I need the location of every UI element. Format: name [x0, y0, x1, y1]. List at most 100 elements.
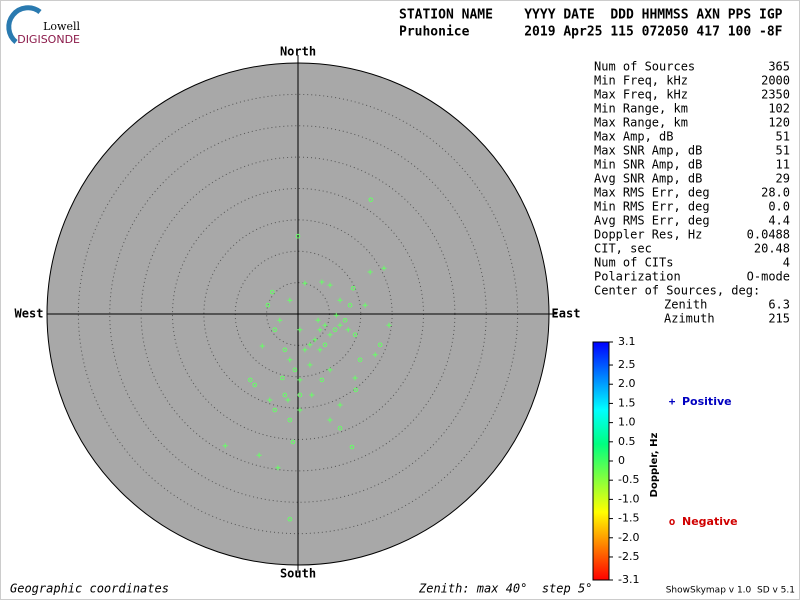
colorbar-tick-label: 1.5	[618, 396, 636, 409]
source-point	[319, 279, 325, 285]
stat-value: 51	[776, 144, 790, 158]
center-title: Center of Sources, deg:	[594, 284, 760, 298]
source-point	[277, 317, 283, 323]
stat-value: 102	[768, 102, 790, 116]
source-point	[287, 417, 293, 423]
source-point	[322, 342, 328, 348]
source-point	[357, 357, 363, 363]
stat-label: Max Amp, dB	[594, 130, 673, 144]
stat-label: Max Range, km	[594, 116, 688, 130]
source-point	[327, 417, 333, 423]
stat-value: 20.48	[754, 242, 790, 256]
legend-label: Positive	[682, 395, 732, 408]
source-point	[327, 367, 333, 373]
logo-arc	[6, 5, 42, 44]
stat-label: Num of CITs	[594, 256, 673, 270]
source-point	[342, 317, 348, 323]
source-point	[287, 297, 293, 303]
stat-value: 120	[768, 116, 790, 130]
source-point	[269, 289, 275, 295]
source-point	[267, 397, 273, 403]
stat-value: 28.0	[761, 186, 790, 200]
logo-bottom: DIGISONDE	[17, 33, 80, 46]
colorbar-tick-label: -1.5	[618, 512, 639, 525]
source-point	[312, 337, 318, 343]
colorbar-tick-label: -3.1	[618, 573, 639, 586]
north-label: North	[280, 45, 316, 59]
source-point	[315, 317, 321, 323]
source-point	[302, 280, 308, 286]
stat-label: Avg RMS Err, deg	[594, 214, 710, 228]
source-point	[275, 465, 281, 471]
colorbar	[592, 341, 610, 581]
colorbar-tick-label: 2.5	[618, 358, 636, 371]
stat-label: Max RMS Err, deg	[594, 186, 710, 200]
source-point	[337, 425, 343, 431]
south-label: South	[280, 567, 316, 581]
source-point	[352, 332, 358, 338]
source-point	[259, 343, 265, 349]
stat-label: CIT, sec	[594, 242, 652, 256]
stat-label: Min Freq, kHz	[594, 74, 688, 88]
colorbar-tick-label: -1.0	[618, 492, 639, 505]
stat-label: Max SNR Amp, dB	[594, 144, 702, 158]
stat-value: 51	[776, 130, 790, 144]
stat-label: Num of Sources	[594, 60, 695, 74]
stat-value: 365	[768, 60, 790, 74]
source-point	[347, 302, 353, 308]
source-point	[280, 375, 285, 381]
source-point	[297, 392, 303, 398]
source-point	[381, 265, 387, 271]
center-label: Azimuth	[664, 312, 715, 326]
source-point	[372, 352, 378, 358]
source-point	[349, 444, 355, 450]
legend-marker: +	[669, 395, 676, 408]
stat-label: Polarization	[594, 270, 681, 284]
stat-value: 2350	[761, 88, 790, 102]
colorbar-label: Doppler, Hz	[649, 433, 660, 498]
source-point	[333, 312, 339, 318]
source-point	[256, 452, 262, 458]
stat-label: Max Freq, kHz	[594, 88, 688, 102]
stat-label: Avg SNR Amp, dB	[594, 172, 702, 186]
west-label: West	[15, 307, 44, 321]
source-point	[297, 407, 303, 413]
colorbar-tick-label: -2.5	[618, 550, 639, 563]
source-point	[307, 362, 313, 368]
logo-top: Lowell	[43, 20, 80, 33]
source-point	[317, 347, 323, 353]
stat-value: 11	[776, 158, 790, 172]
source-point	[282, 392, 288, 398]
source-point	[285, 397, 291, 403]
source-point	[367, 269, 373, 275]
stat-value: 0.0488	[747, 228, 790, 242]
footer-version: ShowSkymap v 1.0 SD v 5.1	[666, 586, 795, 596]
source-point	[332, 327, 338, 332]
source-point	[327, 282, 333, 288]
source-point	[386, 322, 392, 328]
stat-value: 0.0	[768, 200, 790, 214]
stat-label: Doppler Res, Hz	[594, 228, 702, 242]
stat-value: 29	[776, 172, 790, 186]
source-point	[309, 392, 315, 398]
source-point	[287, 516, 293, 522]
source-point	[368, 197, 374, 203]
source-point	[337, 297, 343, 303]
source-point	[290, 439, 296, 445]
source-point	[337, 402, 343, 408]
colorbar-tick-label: 1.0	[618, 416, 636, 429]
footer-coords: Geographic coordinates	[10, 582, 169, 596]
stat-value: 4	[783, 256, 790, 270]
source-point	[352, 375, 358, 381]
source-point	[377, 342, 383, 348]
center-value: 6.3	[768, 298, 790, 312]
source-point	[297, 327, 303, 333]
source-point	[307, 342, 313, 348]
colorbar-tick-label: 0	[618, 454, 625, 467]
center-value: 215	[768, 312, 790, 326]
colorbar-tick-label: 0.5	[618, 435, 636, 448]
east-label: East	[552, 307, 581, 321]
source-point	[295, 233, 301, 239]
source-point	[292, 367, 298, 373]
source-point	[272, 407, 278, 413]
